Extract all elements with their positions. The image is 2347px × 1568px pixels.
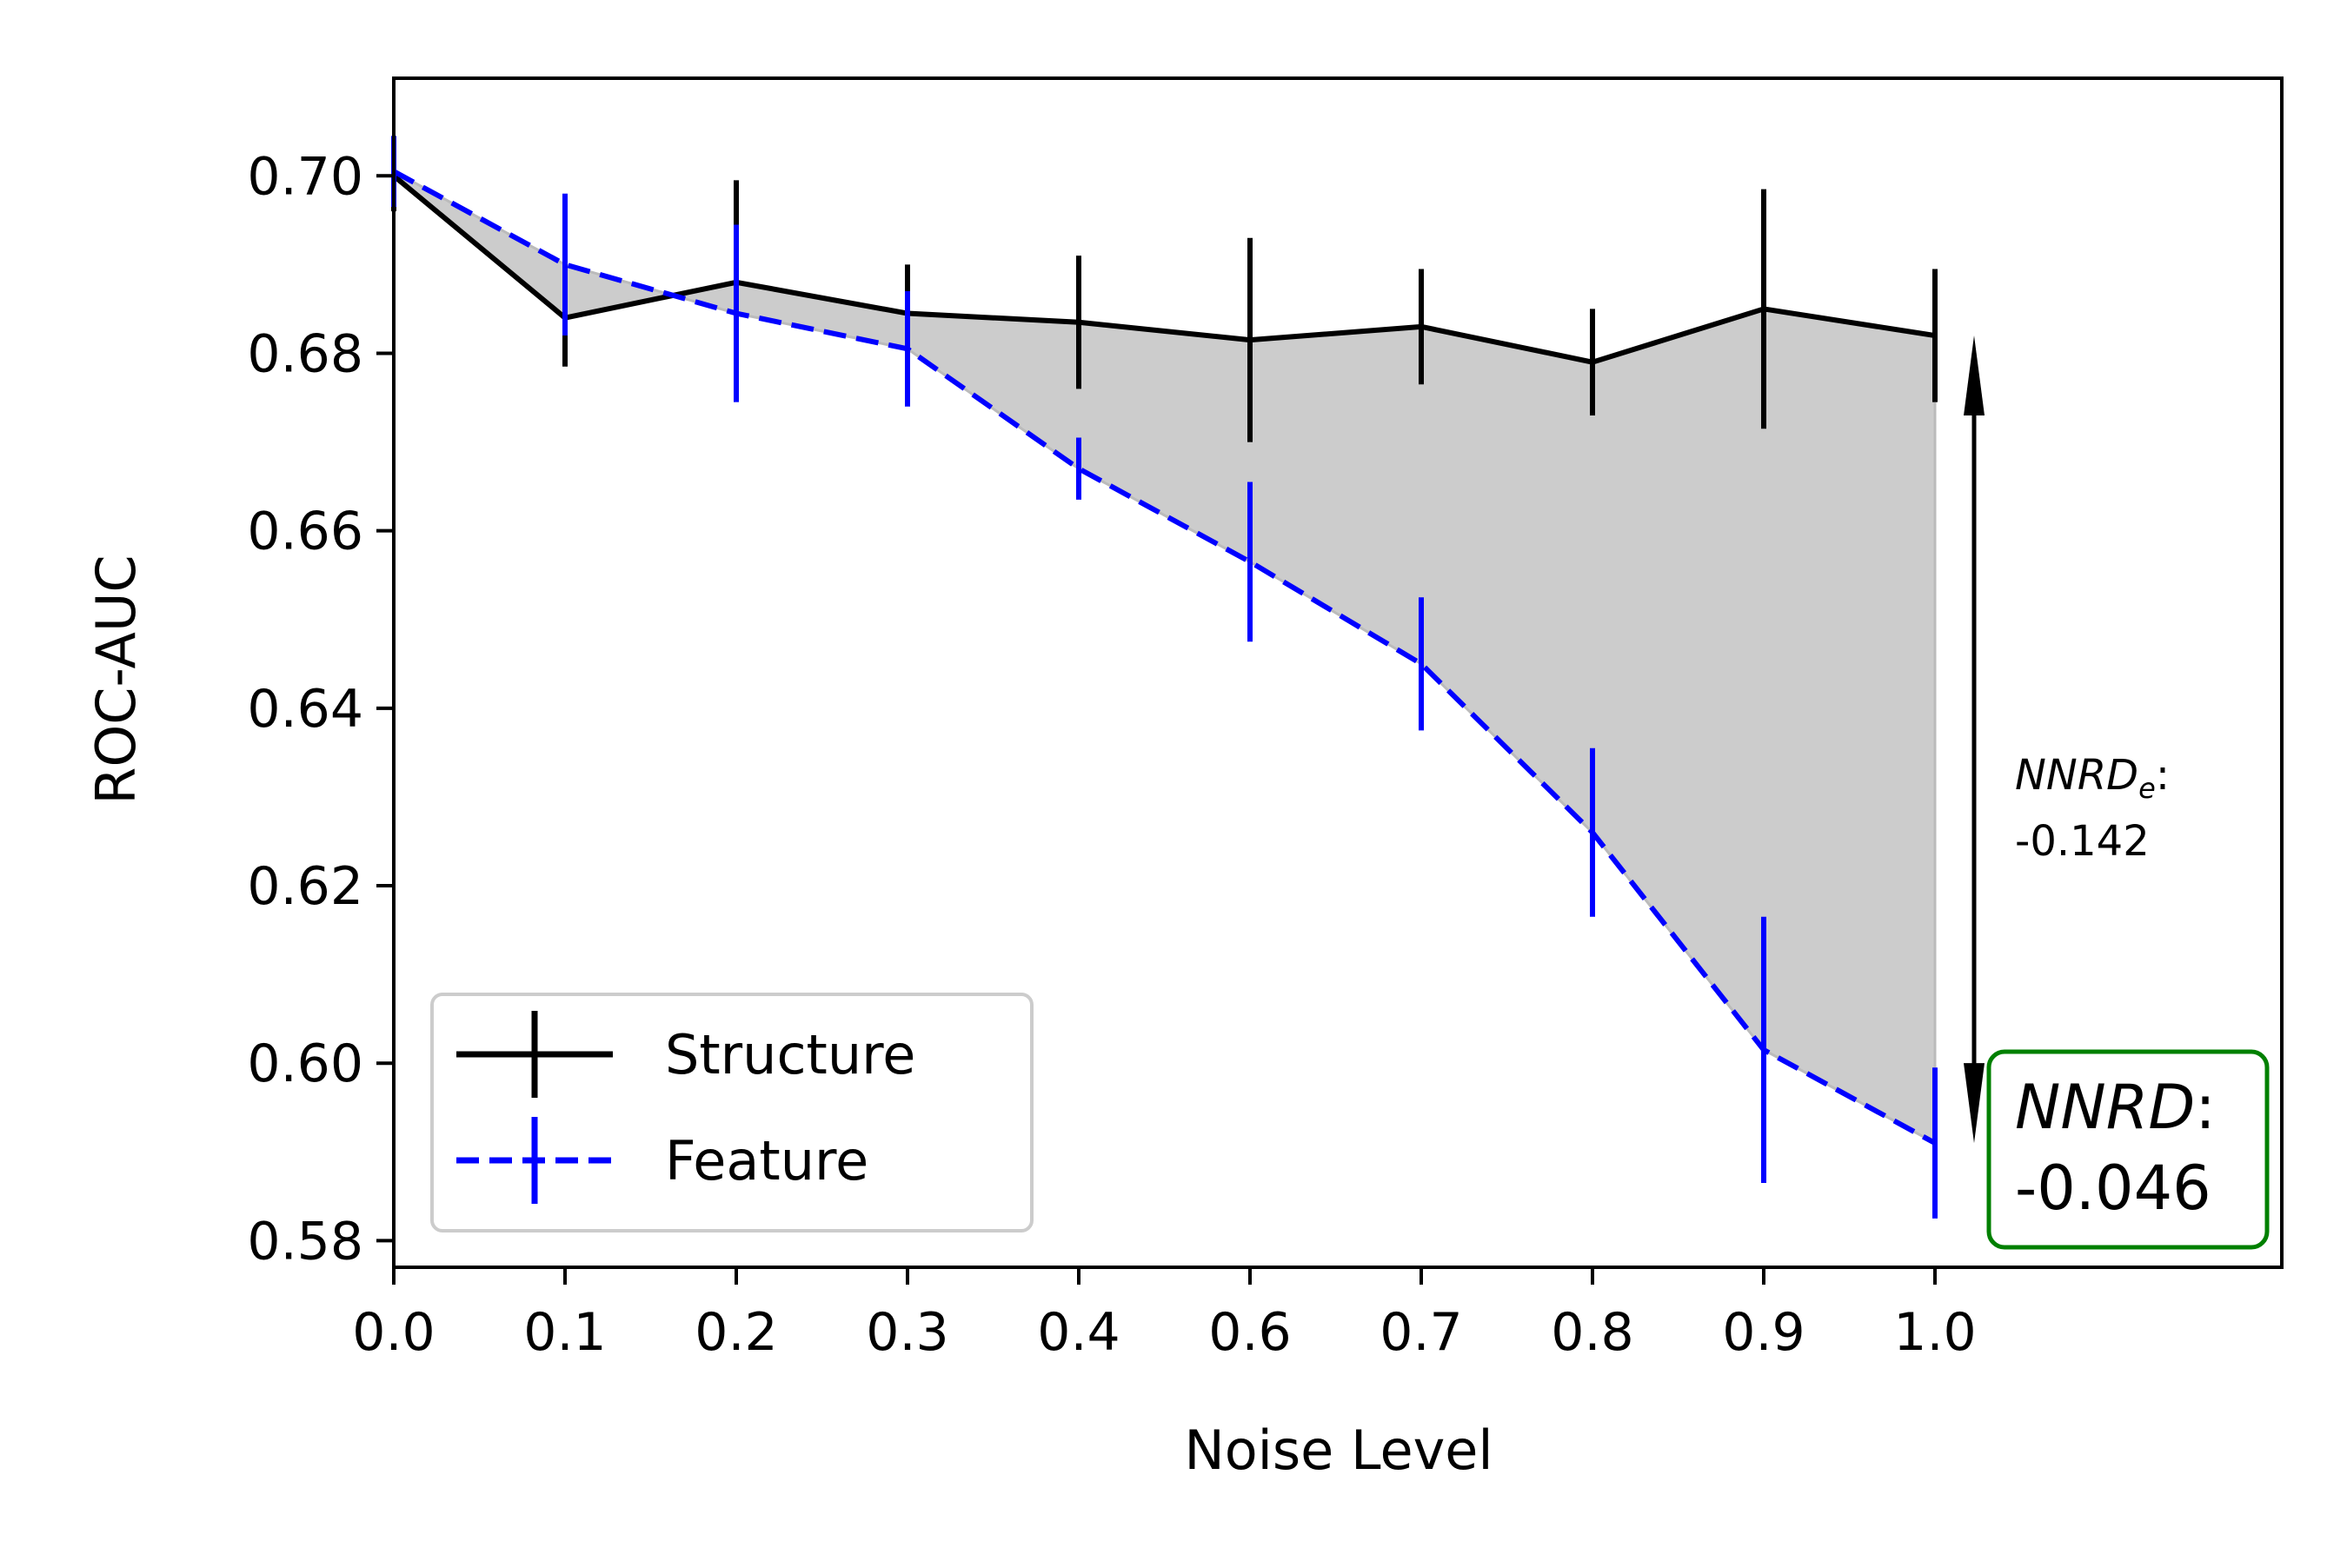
frame-layer (392, 76, 2284, 1269)
y-tick-label: 0.66 (247, 502, 363, 562)
x-tick-label: 0.1 (523, 1302, 606, 1363)
y-axis-ticks: 0.58 0.60 0.62 0.64 0.66 0.68 0.70 (247, 146, 394, 1272)
nnrd-annotation: NNRD: -0.046 (1986, 1049, 2270, 1250)
y-tick-label: 0.64 (247, 679, 363, 740)
x-tick-label: 0.4 (1037, 1302, 1120, 1363)
nnrd-e-label: NNRDe: (2015, 751, 2170, 805)
x-tick-label: 0.3 (866, 1302, 948, 1363)
arrow-head-up (1964, 336, 1985, 416)
x-axis-ticks: 0.0 0.1 0.2 0.3 0.4 0.6 0.7 0.8 0.9 1.0 (352, 1267, 1977, 1363)
x-tick-label: 1.0 (1893, 1302, 1976, 1363)
arrow-head-down (1964, 1063, 1985, 1144)
x-tick-label: 0.0 (352, 1302, 435, 1363)
y-tick-label: 0.58 (247, 1211, 363, 1272)
y-tick-label: 0.70 (247, 146, 363, 207)
y-axis-label: ROC-AUC (84, 555, 148, 804)
nnrd-e-annotation: NNRDe: -0.142 (2015, 751, 2170, 866)
nnrd-e-value: -0.142 (2015, 817, 2150, 866)
x-axis-label: Noise Level (1184, 1419, 1493, 1482)
feature-line (392, 169, 1937, 1146)
legend: Structure Feature (430, 993, 1034, 1232)
x-tick-label: 0.7 (1380, 1302, 1462, 1363)
legend-feature-label: Feature (665, 1129, 868, 1193)
x-tick-label: 0.2 (695, 1302, 777, 1363)
y-tick-label: 0.60 (247, 1033, 363, 1094)
nnrd-label: NNRD: (2015, 1072, 2216, 1143)
y-tick-label: 0.62 (247, 856, 363, 917)
x-tick-label: 0.8 (1551, 1302, 1633, 1363)
plot-frame (392, 76, 2284, 1269)
nnrd-box (1986, 1049, 2270, 1250)
y-tick-label: 0.68 (247, 323, 363, 384)
x-tick-label: 0.6 (1208, 1302, 1291, 1363)
x-tick-label: 0.9 (1722, 1302, 1805, 1363)
nnrd-e-arrow (1964, 336, 1985, 1144)
structure-line (392, 173, 1936, 365)
legend-structure-label: Structure (665, 1023, 915, 1086)
nnrd-value: -0.046 (2015, 1153, 2211, 1224)
